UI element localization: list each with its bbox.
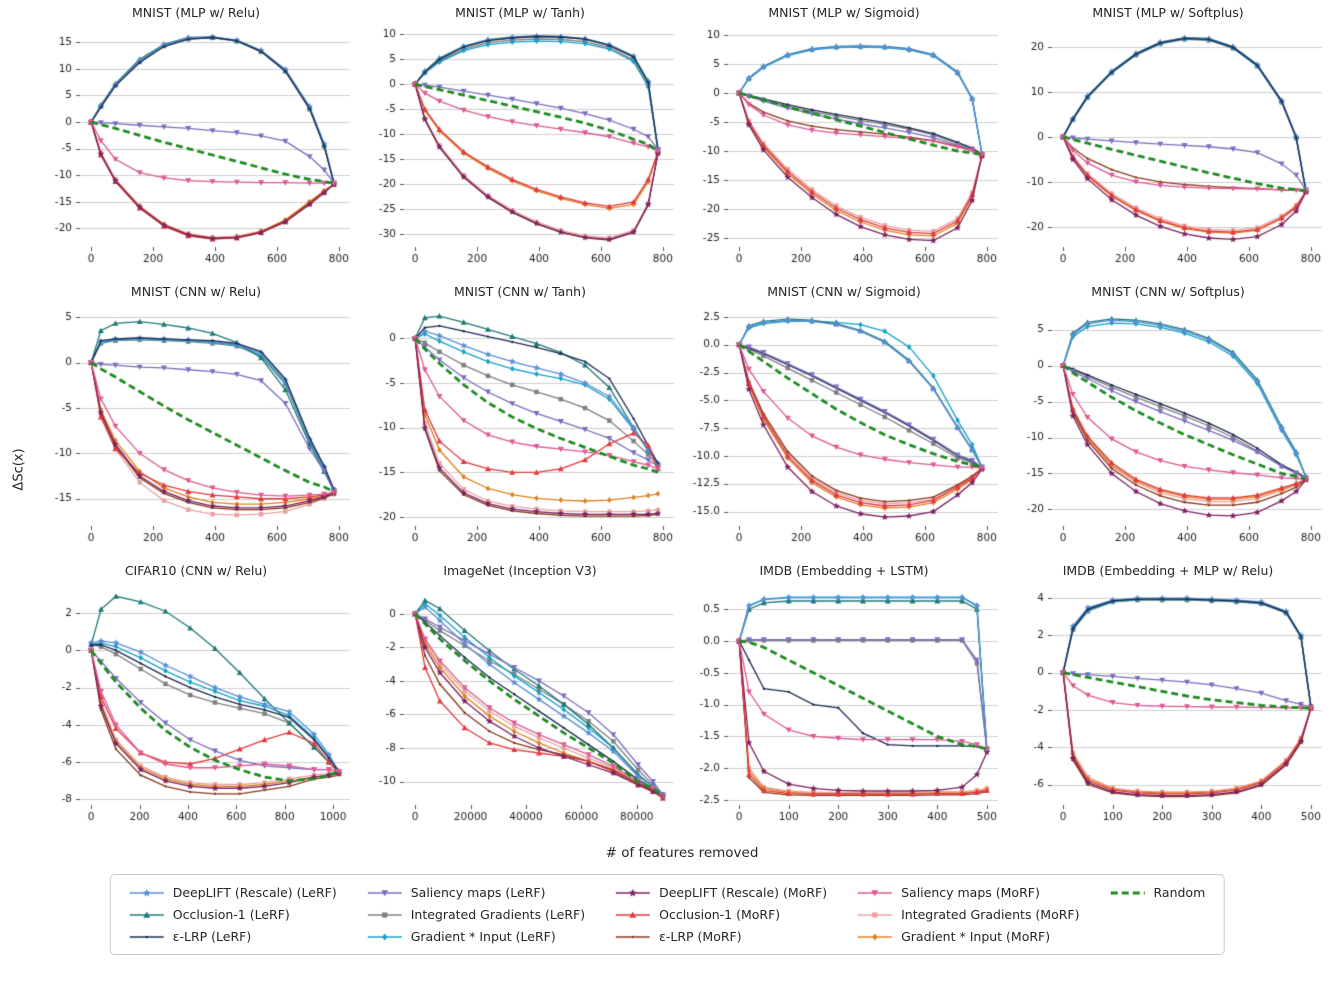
legend-swatch-icon — [128, 885, 165, 900]
chart-canvas — [1006, 21, 1330, 273]
legend-item: Saliency maps (LeRF) — [366, 885, 585, 900]
chart-canvas — [1006, 300, 1330, 552]
subplot-mnist-cnn-w-sigmoid: MNIST (CNN w/ Sigmoid) — [682, 283, 1006, 552]
legend-swatch-icon — [615, 885, 652, 900]
chart-canvas — [358, 300, 682, 552]
x-axis-label: # of features removed — [605, 845, 759, 861]
legend-column: DeepLIFT (Rescale) (MoRF) Occlusion-1 (Mo… — [615, 885, 827, 944]
legend-item: Occlusion-1 (LeRF) — [128, 907, 337, 922]
subplot-imagenet-inception-v3: ImageNet (Inception V3) — [358, 562, 682, 831]
legend-swatch-icon — [128, 929, 165, 944]
chart-canvas — [34, 300, 358, 552]
legend-item: Saliency maps (MoRF) — [857, 885, 1079, 900]
subplot-title: CIFAR10 (CNN w/ Relu) — [124, 563, 268, 578]
chart-canvas — [34, 579, 358, 831]
legend-label: Gradient * Input (MoRF) — [901, 929, 1051, 944]
chart-canvas — [34, 21, 358, 273]
legend-label: Saliency maps (LeRF) — [410, 885, 546, 900]
subplot-cifar10-cnn-w-relu: CIFAR10 (CNN w/ Relu) — [34, 562, 358, 831]
legend-swatch-icon — [366, 929, 403, 944]
subplot-title: MNIST (CNN w/ Relu) — [130, 284, 262, 299]
legend-item: ε-LRP (LeRF) — [128, 929, 337, 944]
legend-label: DeepLIFT (Rescale) (LeRF) — [172, 885, 337, 900]
legend-swatch-icon — [857, 907, 894, 922]
legend-column: Random — [1109, 885, 1205, 900]
subplot-title: MNIST (CNN w/ Tanh) — [453, 284, 586, 299]
subplot-mnist-mlp-w-relu: MNIST (MLP w/ Relu) — [34, 4, 358, 273]
subplot-grid: MNIST (MLP w/ Relu) MNIST (MLP w/ Tanh) MN… — [34, 4, 1330, 831]
legend-item: Occlusion-1 (MoRF) — [615, 907, 827, 922]
legend-swatch-icon — [615, 929, 652, 944]
legend-column: Saliency maps (LeRF) Integrated Gradients… — [366, 885, 586, 944]
subplot-mnist-cnn-w-softplus: MNIST (CNN w/ Softplus) — [1006, 283, 1330, 552]
legend-label: Occlusion-1 (LeRF) — [172, 907, 290, 922]
legend-label: ε-LRP (LeRF) — [172, 929, 252, 944]
chart-canvas — [358, 21, 682, 273]
legend-swatch-icon — [366, 885, 403, 900]
legend-item: DeepLIFT (Rescale) (LeRF) — [128, 885, 337, 900]
subplot-title: IMDB (Embedding + MLP w/ Relu) — [1062, 563, 1274, 578]
subplot-mnist-cnn-w-tanh: MNIST (CNN w/ Tanh) — [358, 283, 682, 552]
subplot-title: ImageNet (Inception V3) — [443, 563, 597, 578]
legend-label: Random — [1153, 885, 1206, 900]
legend-item: Integrated Gradients (MoRF) — [857, 907, 1079, 922]
legend-label: Gradient * Input (LeRF) — [410, 929, 556, 944]
subplot-imdb-embedding-lstm: IMDB (Embedding + LSTM) — [682, 562, 1006, 831]
subplot-title: MNIST (CNN w/ Softplus) — [1091, 284, 1245, 299]
subplot-imdb-embedding-mlp-w-relu: IMDB (Embedding + MLP w/ Relu) — [1006, 562, 1330, 831]
chart-canvas — [682, 300, 1006, 552]
legend-swatch-icon — [857, 885, 894, 900]
subplot-mnist-mlp-w-softplus: MNIST (MLP w/ Softplus) — [1006, 4, 1330, 273]
legend-item: Random — [1109, 885, 1205, 900]
subplot-title: MNIST (MLP w/ Softplus) — [1092, 5, 1244, 20]
legend-label: ε-LRP (MoRF) — [659, 929, 742, 944]
chart-canvas — [1006, 579, 1330, 831]
legend-label: DeepLIFT (Rescale) (MoRF) — [659, 885, 828, 900]
subplot-mnist-cnn-w-relu: MNIST (CNN w/ Relu) — [34, 283, 358, 552]
subplot-title: MNIST (MLP w/ Tanh) — [455, 5, 585, 20]
subplot-title: MNIST (MLP w/ Relu) — [132, 5, 260, 20]
subplot-title: MNIST (CNN w/ Sigmoid) — [767, 284, 921, 299]
legend-item: DeepLIFT (Rescale) (MoRF) — [615, 885, 827, 900]
legend-item: Gradient * Input (MoRF) — [857, 929, 1079, 944]
y-axis-label: ΔSc(x) — [11, 448, 27, 491]
subplot-title: MNIST (MLP w/ Sigmoid) — [768, 5, 920, 20]
legend-column: DeepLIFT (Rescale) (LeRF) Occlusion-1 (Le… — [128, 885, 337, 944]
legend-item: ε-LRP (MoRF) — [615, 929, 827, 944]
legend-swatch-icon — [366, 907, 403, 922]
legend-swatch-icon — [128, 907, 165, 922]
legend-column: Saliency maps (MoRF) Integrated Gradients… — [857, 885, 1079, 944]
chart-canvas — [682, 579, 1006, 831]
legend-swatch-icon — [615, 907, 652, 922]
legend-swatch-icon — [1109, 885, 1146, 900]
legend-item: Gradient * Input (LeRF) — [366, 929, 585, 944]
chart-canvas — [682, 21, 1006, 273]
legend-swatch-icon — [857, 929, 894, 944]
subplot-mnist-mlp-w-tanh: MNIST (MLP w/ Tanh) — [358, 4, 682, 273]
subplot-title: IMDB (Embedding + LSTM) — [759, 563, 929, 578]
legend-box: DeepLIFT (Rescale) (LeRF) Occlusion-1 (Le… — [109, 874, 1225, 955]
legend-label: Integrated Gradients (MoRF) — [901, 907, 1080, 922]
legend-item: Integrated Gradients (LeRF) — [366, 907, 586, 922]
chart-canvas — [358, 579, 682, 831]
legend-label: Integrated Gradients (LeRF) — [410, 907, 586, 922]
subplot-mnist-mlp-w-sigmoid: MNIST (MLP w/ Sigmoid) — [682, 4, 1006, 273]
legend-label: Saliency maps (MoRF) — [901, 885, 1040, 900]
legend-label: Occlusion-1 (MoRF) — [659, 907, 781, 922]
